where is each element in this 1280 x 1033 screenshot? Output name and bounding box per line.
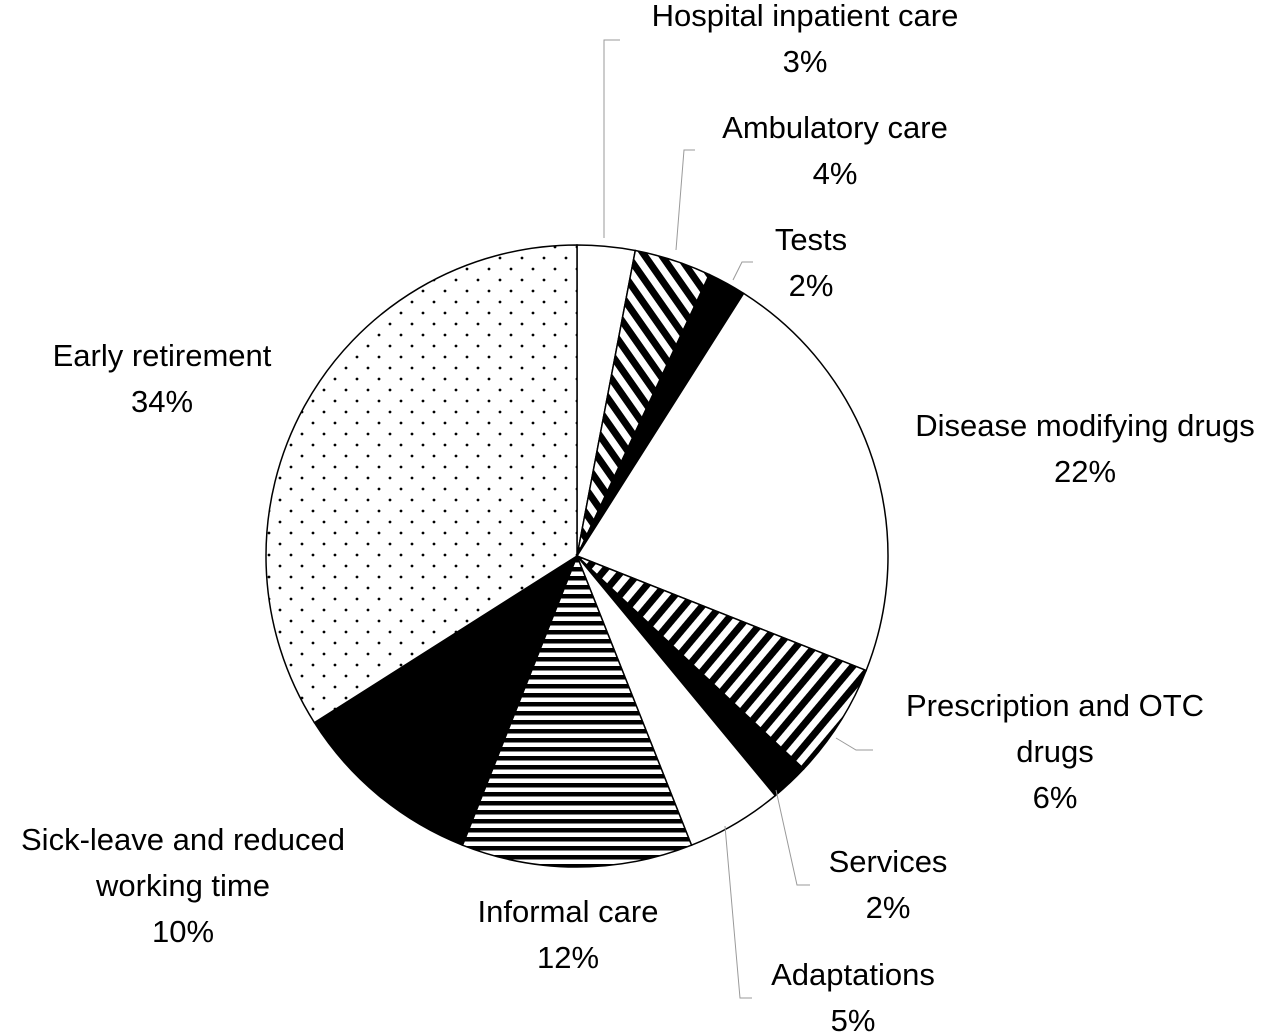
leader-line-services bbox=[775, 789, 810, 886]
slice-label-tests: Tests bbox=[775, 222, 847, 257]
slice-label-services: Services bbox=[829, 844, 948, 879]
pie-slice-informal-care bbox=[461, 553, 693, 868]
pie-slice-disease-modifying-drugs bbox=[575, 292, 889, 672]
slice-value-early-retirement: 34% bbox=[131, 384, 193, 419]
pie-slice-early-retirement bbox=[265, 244, 578, 724]
slice-label-prescription-and-otc-drugs: Prescription and OTC drugs bbox=[906, 688, 1204, 769]
slice-label-informal-care: Informal care bbox=[478, 894, 659, 929]
leader-line-hospital-inpatient-care bbox=[603, 39, 620, 238]
slice-value-hospital-inpatient-care: 3% bbox=[783, 44, 828, 79]
slice-value-disease-modifying-drugs: 22% bbox=[1054, 454, 1116, 489]
leader-line-adaptations bbox=[724, 825, 752, 999]
slice-value-informal-care: 12% bbox=[537, 940, 599, 975]
leader-line-ambulatory-care bbox=[675, 149, 695, 251]
slice-label-sick-leave-and-reduced-working-time: Sick-leave and reduced working time bbox=[21, 822, 345, 903]
leader-line-tests bbox=[732, 261, 753, 281]
pie-slice-sick-leave-and-reduced-working-time bbox=[313, 554, 579, 847]
leader-line-prescription-and-otc-drugs bbox=[835, 737, 873, 751]
slice-label-hospital-inpatient-care: Hospital inpatient care bbox=[652, 0, 959, 33]
slice-value-tests: 2% bbox=[789, 268, 834, 303]
slice-value-prescription-and-otc-drugs: 6% bbox=[1033, 780, 1078, 815]
slice-label-early-retirement: Early retirement bbox=[53, 338, 272, 373]
slice-value-sick-leave-and-reduced-working-time: 10% bbox=[152, 914, 214, 949]
slice-label-ambulatory-care: Ambulatory care bbox=[722, 110, 948, 145]
slice-label-adaptations: Adaptations bbox=[771, 957, 935, 992]
slice-label-disease-modifying-drugs: Disease modifying drugs bbox=[915, 408, 1254, 443]
slice-value-services: 2% bbox=[866, 890, 911, 925]
slice-value-ambulatory-care: 4% bbox=[813, 156, 858, 191]
slice-value-adaptations: 5% bbox=[831, 1003, 876, 1033]
